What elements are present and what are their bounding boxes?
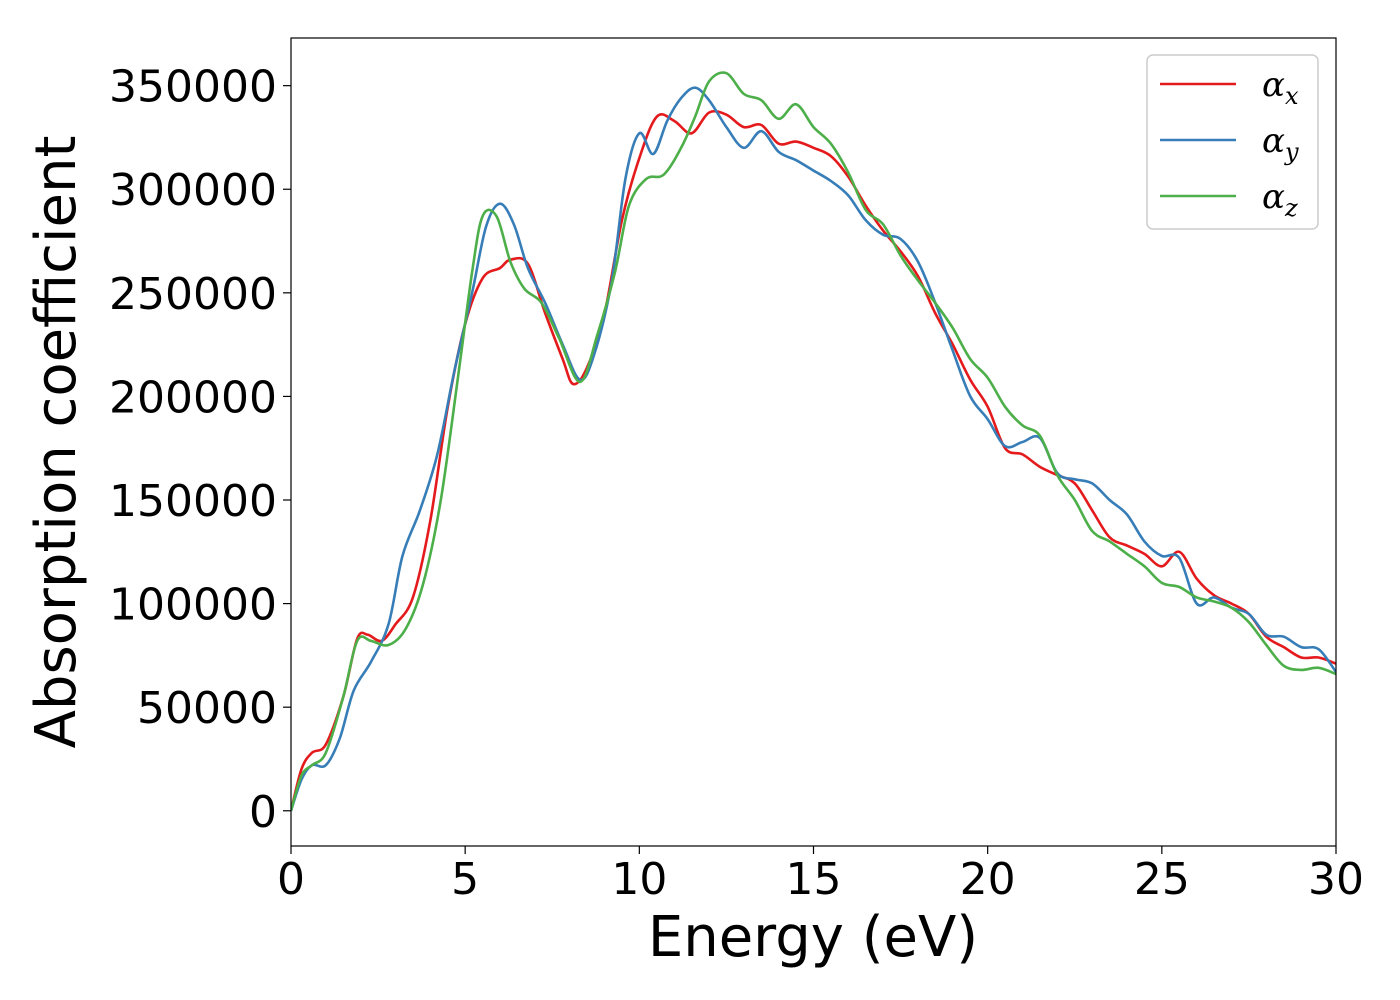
y-tick-label: 200000 [109, 372, 277, 423]
x-tick-label: 10 [611, 854, 667, 905]
y-tick-label: 100000 [109, 580, 277, 631]
legend-label-sub: x [1285, 82, 1299, 110]
y-tick-label: 350000 [109, 62, 277, 113]
y-axis-title: Absorption coefficient [24, 136, 89, 749]
x-tick-label: 30 [1308, 854, 1364, 905]
series-line-x [291, 109, 1336, 812]
x-axis-ticks: 0 5 10 15 20 25 30 [277, 846, 1364, 905]
series-line-z [291, 71, 1336, 812]
y-tick-label: 50000 [137, 683, 277, 734]
legend-label-sub: y [1284, 138, 1299, 166]
y-tick-label: 150000 [109, 476, 277, 527]
series-line-y [291, 86, 1336, 812]
x-tick-label: 0 [277, 854, 305, 905]
legend-label-y: αy [1262, 121, 1299, 166]
legend-label-z: αz [1262, 177, 1298, 222]
y-axis-ticks: 0 50000 100000 150000 200000 250000 300000 3500… [109, 62, 291, 838]
legend-label-x: αx [1262, 65, 1299, 110]
legend-label-main: α [1262, 177, 1285, 217]
plot-frame [290, 37, 1337, 847]
legend-box [1146, 54, 1319, 230]
x-tick-label: 5 [451, 854, 479, 905]
x-axis-title: Energy (eV) [648, 905, 978, 970]
series-layer [291, 71, 1336, 812]
x-tick-label: 15 [786, 854, 842, 905]
x-tick-label: 20 [960, 854, 1016, 905]
y-tick-label: 250000 [109, 269, 277, 320]
legend-label-main: α [1262, 121, 1285, 161]
legend-label-sub: z [1284, 194, 1298, 222]
x-tick-label: 25 [1134, 854, 1190, 905]
y-tick-label: 300000 [109, 165, 277, 216]
legend-label-main: α [1262, 65, 1285, 105]
y-tick-label: 0 [249, 787, 277, 838]
